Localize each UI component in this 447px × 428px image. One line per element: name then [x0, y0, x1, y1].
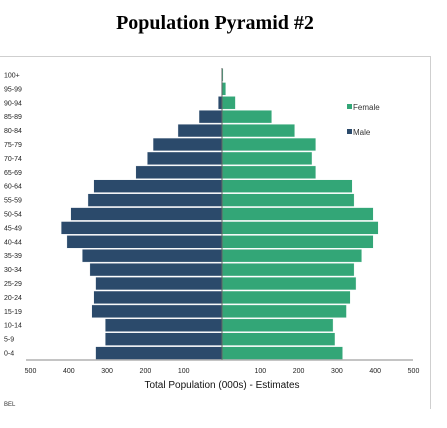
x-tick-label: 500	[408, 368, 420, 375]
x-tick-label: 400	[369, 368, 381, 375]
male-bar-35-39	[82, 249, 223, 263]
male-bar-0-4	[95, 346, 223, 360]
female-bar-20-24	[221, 290, 351, 305]
bars-group	[60, 68, 379, 360]
male-bar-50-54	[70, 207, 223, 221]
x-tick-label: 300	[101, 368, 113, 375]
footer-text: BEL	[4, 402, 16, 408]
x-tick-label: 100	[254, 368, 266, 375]
male-bar-65-69	[135, 165, 223, 179]
male-bar-90-94	[217, 96, 223, 110]
male-bar-45-49	[60, 221, 223, 235]
y-tick-label: 40-44	[4, 239, 22, 246]
male-bar-40-44	[66, 235, 223, 249]
y-tick-label: 60-64	[4, 184, 22, 191]
x-axis-label: Total Population (000s) - Estimates	[144, 380, 299, 391]
y-tick-label: 25-29	[4, 281, 22, 288]
y-tick-label: 20-24	[4, 295, 22, 302]
y-tick-label: 0-4	[4, 351, 14, 358]
y-tick-label: 15-19	[4, 309, 22, 316]
female-bar-75-79	[221, 137, 317, 152]
x-tick-label: 200	[293, 368, 305, 375]
x-tick-labels: 500 400 300 200 100 100 200 300 400 500	[25, 368, 420, 375]
female-bar-80-84	[221, 123, 295, 138]
female-bar-0-4	[221, 346, 343, 360]
chart-title: Population Pyramid #2	[116, 12, 314, 34]
female-bar-35-39	[221, 249, 362, 263]
y-tick-label: 10-14	[4, 323, 22, 330]
male-legend-label: Male	[353, 128, 371, 137]
female-bar-50-54	[221, 207, 374, 221]
y-tick-label: 90-94	[4, 100, 22, 107]
female-bar-30-34	[221, 263, 355, 277]
male-bar-25-29	[95, 276, 223, 291]
female-bar-90-94	[221, 96, 236, 110]
legend: Female Male	[347, 103, 380, 137]
y-tick-label: 70-74	[4, 156, 22, 163]
male-bar-20-24	[93, 290, 223, 305]
x-tick-label: 100	[178, 368, 190, 375]
male-bar-15-19	[91, 304, 223, 318]
male-bar-75-79	[152, 137, 223, 152]
y-tick-label: 80-84	[4, 128, 22, 135]
male-bar-5-9	[104, 332, 223, 346]
y-tick-label: 55-59	[4, 198, 22, 205]
female-bar-70-74	[221, 151, 313, 165]
y-tick-label: 95-99	[4, 86, 22, 93]
male-bar-60-64	[93, 179, 223, 193]
y-tick-label: 30-34	[4, 267, 22, 274]
y-tick-labels: 0-4 5-9 10-14 15-19 20-24 25-29 30-34 35-39 40-4…	[4, 72, 22, 357]
female-bar-55-59	[221, 193, 355, 207]
male-bar-85-89	[198, 110, 223, 124]
female-bar-60-64	[221, 179, 353, 193]
male-bar-80-84	[177, 123, 223, 138]
female-bar-10-14	[221, 318, 334, 332]
x-tick-label: 300	[331, 368, 343, 375]
male-bar-55-59	[87, 193, 223, 207]
female-bar-95-99	[221, 82, 227, 96]
female-legend-swatch	[347, 104, 352, 109]
female-bar-85-89	[221, 110, 272, 124]
x-tick-label: 500	[25, 368, 37, 375]
y-tick-label: 50-54	[4, 212, 22, 219]
male-legend-swatch	[347, 129, 352, 134]
y-tick-label: 100+	[4, 72, 20, 79]
plot-frame	[0, 56, 431, 409]
female-bar-5-9	[221, 332, 336, 346]
female-bar-45-49	[221, 221, 379, 235]
x-tick-label: 400	[63, 368, 75, 375]
male-bar-30-34	[89, 263, 223, 277]
female-bar-40-44	[221, 235, 374, 249]
y-tick-label: 75-79	[4, 142, 22, 149]
female-bar-25-29	[221, 276, 357, 291]
female-bar-65-69	[221, 165, 317, 179]
female-bar-15-19	[221, 304, 347, 318]
female-legend-label: Female	[353, 103, 380, 112]
y-tick-label: 45-49	[4, 225, 22, 232]
y-tick-label: 85-89	[4, 114, 22, 121]
x-tick-label: 200	[140, 368, 152, 375]
male-bar-70-74	[147, 151, 223, 165]
male-bar-10-14	[104, 318, 223, 332]
y-tick-label: 35-39	[4, 253, 22, 260]
y-tick-label: 65-69	[4, 170, 22, 177]
y-tick-label: 5-9	[4, 337, 14, 344]
